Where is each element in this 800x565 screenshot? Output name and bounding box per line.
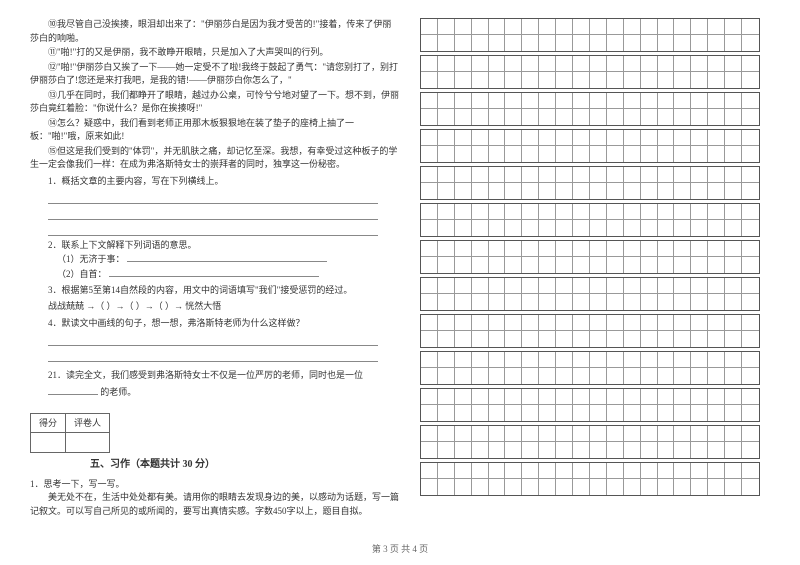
writing-grid-block[interactable] [420, 425, 760, 459]
score-table: 得分 评卷人 [30, 413, 110, 453]
question-2: 2．联系上下文解释下列词语的意思。 [30, 238, 400, 252]
passage-p15: ⑮但这是我们受到的"体罚"，并无肌肤之痛，却记忆至深。我想，有幸受过这种板子的学… [30, 145, 400, 172]
writing-grid-block[interactable] [420, 462, 760, 496]
score-cell[interactable] [31, 433, 66, 452]
passage-p13: ⑬几乎在同时，我们都睁开了眼睛，越过办公桌，可怜兮兮地对望了一下。想不到，伊丽莎… [30, 89, 400, 116]
q2a-label: （1）无济于事： [57, 254, 125, 264]
answer-line[interactable] [48, 348, 378, 362]
writing-grid-block[interactable] [420, 277, 760, 311]
writing-grid-block[interactable] [420, 55, 760, 89]
writing-grid-block[interactable] [420, 388, 760, 422]
question-2a: （1）无济于事： [30, 252, 400, 266]
writing-grid-block[interactable] [420, 166, 760, 200]
passage-p12: ⑫"啪!"伊丽莎白又挨了一下——她一定受不了啦!我终于鼓起了勇气："请您别打了，… [30, 61, 400, 88]
writing-grid-block[interactable] [420, 18, 760, 52]
right-column-writing-grid [420, 18, 760, 519]
page-footer: 第 3 页 共 4 页 [0, 542, 800, 555]
essay-prompt-2: 美无处不在，生活中处处都有美。请用你的眼睛去发现身边的美，以感动为话题，写一篇记… [30, 491, 400, 518]
passage-p10: ⑩我尽管自己没挨揍，眼泪却出来了："伊丽莎白是因为我才受苦的!"接着，传来了伊丽… [30, 18, 400, 45]
essay-prompt-1: 1．思考一下，写一写。 [30, 477, 400, 491]
question-2b: （2）自首： [30, 267, 400, 281]
grader-cell[interactable] [66, 433, 110, 452]
section-5-title: 五、习作（本题共计 30 分） [90, 457, 400, 473]
answer-line[interactable] [48, 332, 378, 346]
writing-grid-block[interactable] [420, 129, 760, 163]
question-21: 21．读完全文，我们感受到弗洛斯特女士不仅是一位严厉的老师，同时也是一位 [30, 368, 400, 382]
passage-p11: ⑪"啪!"打的又是伊丽，我不敢睁开眼睛，只是加入了大声哭叫的行列。 [30, 46, 400, 60]
answer-blank[interactable] [48, 385, 98, 395]
q21-suffix: 的老师。 [100, 387, 136, 397]
score-header-1: 得分 [31, 414, 66, 433]
question-4: 4．默读文中画线的句子，想一想，弗洛斯特老师为什么这样做？ [30, 316, 400, 330]
writing-grid-block[interactable] [420, 240, 760, 274]
question-3b: 战战兢兢 →（ ）→（ ）→（ ）→ 恍然大悟 [30, 299, 400, 313]
question-1: 1．概括文章的主要内容，写在下列横线上。 [30, 174, 400, 188]
writing-grid-block[interactable] [420, 92, 760, 126]
writing-grid-block[interactable] [420, 351, 760, 385]
page-container: ⑩我尽管自己没挨揍，眼泪却出来了："伊丽莎白是因为我才受苦的!"接着，传来了伊丽… [0, 0, 800, 519]
answer-line[interactable] [48, 222, 378, 236]
answer-blank[interactable] [127, 252, 327, 262]
left-column: ⑩我尽管自己没挨揍，眼泪却出来了："伊丽莎白是因为我才受苦的!"接着，传来了伊丽… [30, 18, 400, 519]
writing-grid-block[interactable] [420, 203, 760, 237]
question-3a: 3．根据第5至第14自然段的内容，用文中的词语填写"我们"接受惩罚的经过。 [30, 283, 400, 297]
answer-blank[interactable] [109, 267, 319, 277]
q21-text: 21．读完全文，我们感受到弗洛斯特女士不仅是一位严厉的老师，同时也是一位 [48, 370, 363, 380]
score-header-2: 评卷人 [66, 414, 110, 433]
q2b-label: （2）自首： [57, 269, 107, 279]
answer-line[interactable] [48, 206, 378, 220]
question-21-tail: 的老师。 [30, 385, 400, 399]
answer-line[interactable] [48, 190, 378, 204]
writing-grid-block[interactable] [420, 314, 760, 348]
passage-p14: ⑭怎么？疑惑中，我们看到老师正用那木板狠狠地在装了垫子的座椅上抽了一板："啪!"… [30, 117, 400, 144]
